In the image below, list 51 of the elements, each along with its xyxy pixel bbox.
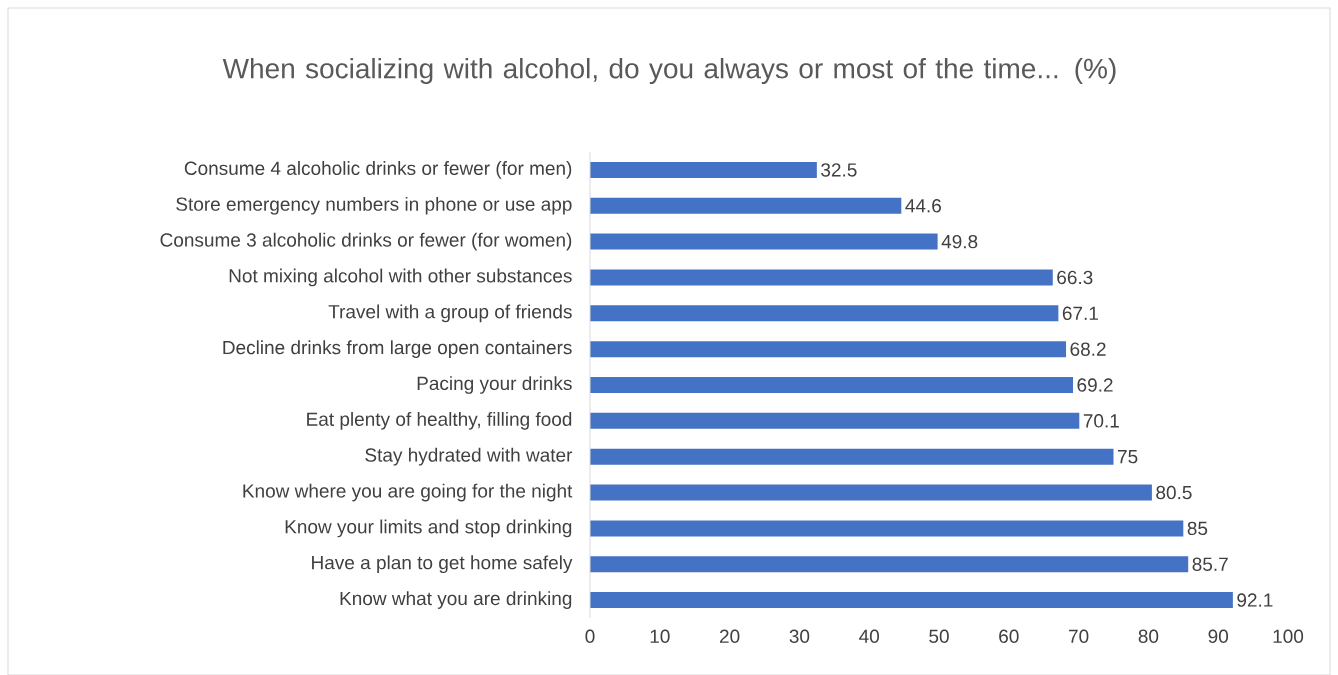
chart-title: When socializing with alcohol, do you always or most of the time... (%) xyxy=(222,57,1116,85)
bar xyxy=(590,484,1152,501)
bar xyxy=(590,520,1184,537)
x-tick-label: 30 xyxy=(789,629,810,643)
y-tick-label: Decline drinks from large open containers xyxy=(223,340,572,358)
x-tick-label: 40 xyxy=(859,629,880,643)
x-tick-label: 0 xyxy=(585,629,595,643)
x-tick-label: 100 xyxy=(1273,629,1304,643)
x-tick-label: 80 xyxy=(1138,629,1159,643)
data-label: 70.1 xyxy=(1083,414,1119,428)
data-label: 69.2 xyxy=(1077,378,1113,392)
bar xyxy=(590,161,817,178)
data-label: 68.2 xyxy=(1070,342,1106,356)
x-tick-label: 90 xyxy=(1208,629,1229,643)
bar xyxy=(590,341,1067,358)
bar xyxy=(590,377,1074,393)
y-tick-label: Store emergency numbers in phone or use app xyxy=(176,196,572,215)
y-tick-label: Have a plan to get home safely xyxy=(312,555,573,574)
data-label: 67.1 xyxy=(1062,306,1098,321)
y-tick-label: Not mixing alcohol with other substances xyxy=(229,268,572,287)
bar xyxy=(590,197,902,214)
x-tick-label: 70 xyxy=(1069,629,1089,643)
bar xyxy=(590,233,938,250)
data-label: 66.3 xyxy=(1057,270,1093,285)
data-label: 44.6 xyxy=(905,199,941,213)
bar xyxy=(590,592,1233,609)
y-tick-label: Consume 3 alcoholic drinks or fewer (for women) xyxy=(160,232,572,251)
data-label: 32.5 xyxy=(821,163,857,177)
bar xyxy=(590,412,1080,429)
y-tick-label: Know your limits and stop drinking xyxy=(285,519,572,538)
x-tick-label: 20 xyxy=(719,629,740,643)
y-tick-label: Eat plenty of healthy, filling food xyxy=(307,411,572,430)
y-tick-label: Stay hydrated with water xyxy=(365,447,573,466)
bar xyxy=(590,556,1189,573)
y-tick-label: Know what you are drinking xyxy=(340,591,572,609)
y-tick-label: Pacing your drinks xyxy=(417,376,572,394)
bar xyxy=(590,269,1053,286)
bar xyxy=(590,448,1114,465)
y-tick-label: Consume 4 alcoholic drinks or fewer (for men) xyxy=(184,161,572,179)
data-label: 49.8 xyxy=(941,234,978,249)
bar xyxy=(590,305,1059,322)
data-label: 80.5 xyxy=(1156,485,1192,500)
x-tick-label: 50 xyxy=(929,629,949,643)
data-label: 75 xyxy=(1118,450,1138,464)
data-label: 85 xyxy=(1187,521,1208,536)
x-tick-label: 60 xyxy=(999,629,1019,643)
y-tick-label: Travel with a group of friends xyxy=(328,304,572,323)
y-tick-label: Know where you are going for the night xyxy=(243,483,573,502)
x-tick-label: 10 xyxy=(650,629,670,643)
data-label: 85.7 xyxy=(1192,557,1228,571)
data-label: 92.1 xyxy=(1237,593,1273,607)
